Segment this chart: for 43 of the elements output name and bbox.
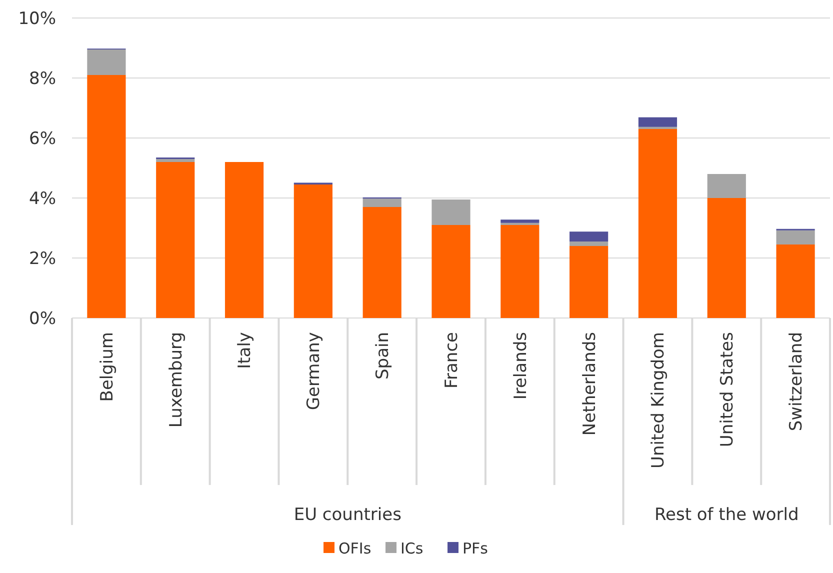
legend-label: ICs xyxy=(400,539,424,558)
x-tick-label: Belgium xyxy=(97,332,118,402)
bar xyxy=(432,225,470,318)
bar xyxy=(707,174,746,198)
bar xyxy=(432,200,470,225)
y-tick-label: 4% xyxy=(29,188,56,209)
bar xyxy=(156,159,195,162)
bar xyxy=(570,246,608,318)
bar xyxy=(570,242,608,246)
bar xyxy=(87,50,126,75)
x-tick-label: Spain xyxy=(373,332,394,380)
bar xyxy=(87,75,126,318)
bar xyxy=(156,162,195,318)
text: EU countries xyxy=(294,504,402,525)
y-tick-label: 10% xyxy=(18,8,56,29)
legend-label: OFIs xyxy=(338,539,372,558)
x-tick-label: Germany xyxy=(304,332,324,410)
y-tick-label: 0% xyxy=(29,308,56,329)
bar xyxy=(638,117,678,127)
x-tick-label: France xyxy=(442,332,462,389)
bar xyxy=(776,244,815,318)
x-tick-label: Italy xyxy=(235,332,256,369)
bar xyxy=(294,184,332,318)
x-tick-label: United Kingdom xyxy=(648,332,669,468)
bar xyxy=(500,220,540,223)
x-tick-label: Luxemburg xyxy=(166,332,186,428)
bar xyxy=(638,129,678,318)
text: Rest of the world xyxy=(654,504,799,525)
bar xyxy=(707,198,746,318)
legend-label: PFs xyxy=(462,539,488,558)
x-tick-label: United States xyxy=(718,332,738,448)
bar xyxy=(500,225,540,318)
x-tick-label: Irelands xyxy=(510,332,531,400)
bar xyxy=(776,230,815,244)
bar xyxy=(362,198,402,207)
y-tick-label: 8% xyxy=(29,68,56,89)
x-tick-label: Switzerland xyxy=(786,332,806,432)
bar xyxy=(224,162,264,318)
y-tick-label: 2% xyxy=(29,248,56,269)
bar xyxy=(362,207,402,318)
x-tick-label: Netherlands xyxy=(580,332,600,436)
y-tick-label: 6% xyxy=(29,128,56,149)
bar xyxy=(570,232,608,242)
